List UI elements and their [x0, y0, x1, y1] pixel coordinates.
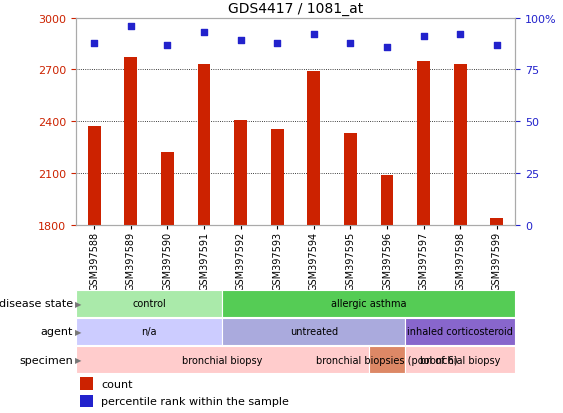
Text: bronchial biopsy: bronchial biopsy [420, 355, 501, 365]
Text: agent: agent [41, 327, 73, 337]
Bar [222, 290, 515, 317]
Bar [405, 318, 515, 345]
Text: ▶: ▶ [75, 299, 82, 308]
Bar [490, 218, 503, 225]
Text: ▶: ▶ [75, 327, 82, 336]
Point [346, 40, 355, 47]
Text: n/a: n/a [141, 327, 157, 337]
Point [200, 30, 209, 36]
Point [236, 38, 245, 45]
Bar [88, 126, 101, 225]
Point [273, 40, 282, 47]
Bar [76, 290, 222, 317]
Point [492, 42, 501, 49]
Bar [124, 58, 137, 225]
Text: allergic asthma: allergic asthma [331, 299, 406, 309]
Text: bronchial biopsy: bronchial biopsy [182, 355, 262, 365]
Text: untreated: untreated [290, 327, 338, 337]
Text: control: control [132, 299, 166, 309]
Title: GDS4417 / 1081_at: GDS4417 / 1081_at [228, 2, 363, 16]
Bar [81, 377, 93, 389]
Point [419, 34, 428, 40]
Point [126, 24, 136, 30]
Point [456, 32, 465, 38]
Bar [369, 346, 405, 373]
Text: ▶: ▶ [75, 355, 82, 364]
Point [310, 32, 319, 38]
Bar [271, 130, 284, 225]
Bar [76, 318, 222, 345]
Text: specimen: specimen [20, 355, 73, 365]
Text: bronchial biopsies (pool of 6): bronchial biopsies (pool of 6) [316, 355, 458, 365]
Bar [344, 134, 357, 225]
Bar [454, 65, 467, 225]
Bar [81, 395, 93, 407]
Bar [198, 65, 211, 225]
Bar [405, 346, 515, 373]
Point [163, 42, 172, 49]
Text: inhaled corticosteroid: inhaled corticosteroid [407, 327, 513, 337]
Text: percentile rank within the sample: percentile rank within the sample [101, 396, 289, 406]
Bar [381, 176, 394, 225]
Point [90, 40, 99, 47]
Bar [234, 121, 247, 225]
Point [383, 44, 392, 51]
Bar [417, 62, 430, 225]
Bar [161, 152, 174, 225]
Bar [307, 72, 320, 225]
Text: count: count [101, 379, 133, 389]
Bar [76, 346, 369, 373]
Text: disease state: disease state [0, 299, 73, 309]
Bar [222, 318, 405, 345]
